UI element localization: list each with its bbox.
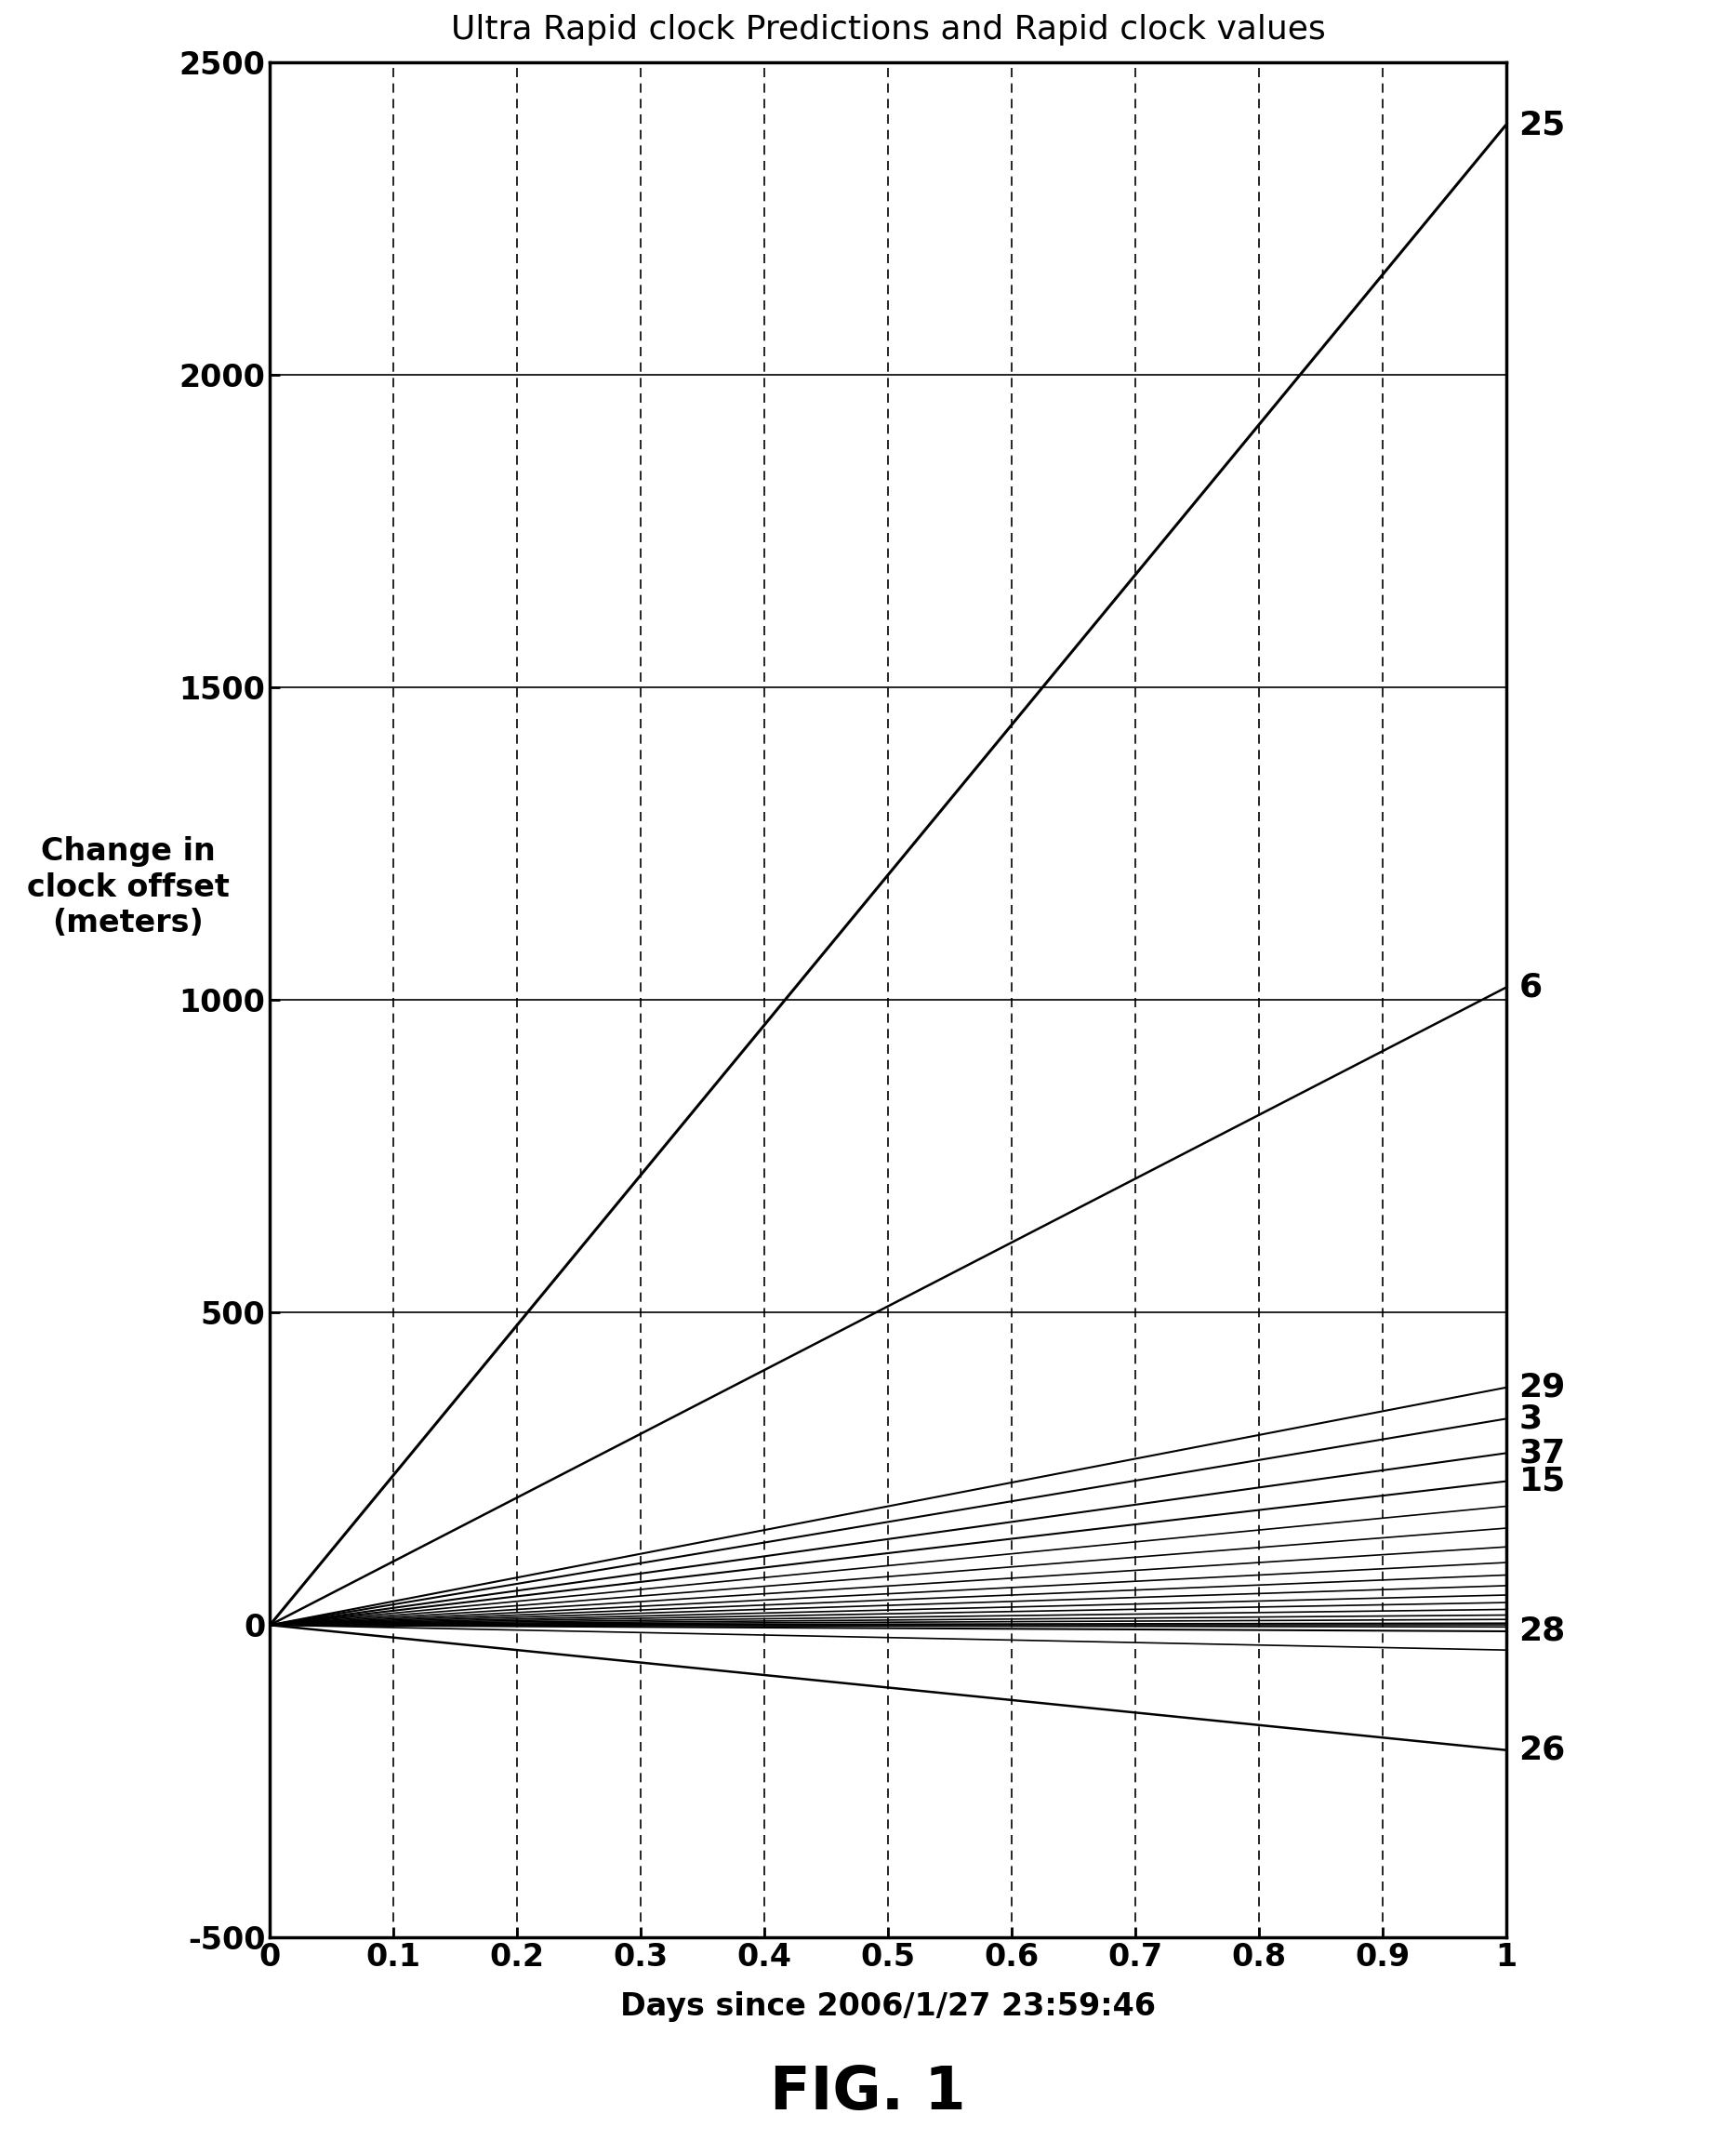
Text: 3: 3: [1519, 1402, 1542, 1435]
Text: FIG. 1: FIG. 1: [771, 2064, 965, 2122]
Text: 28: 28: [1519, 1616, 1566, 1648]
Text: 15: 15: [1519, 1465, 1566, 1497]
Text: 25: 25: [1519, 110, 1566, 140]
Text: 6: 6: [1519, 971, 1542, 1004]
Text: 37: 37: [1519, 1437, 1566, 1469]
Text: 26: 26: [1519, 1734, 1566, 1766]
Title: Ultra Rapid clock Predictions and Rapid clock values: Ultra Rapid clock Predictions and Rapid …: [451, 13, 1325, 45]
Y-axis label: Change in
clock offset
(meters): Change in clock offset (meters): [26, 836, 229, 939]
X-axis label: Days since 2006/1/27 23:59:46: Days since 2006/1/27 23:59:46: [620, 1990, 1156, 2023]
Text: 29: 29: [1519, 1372, 1566, 1402]
